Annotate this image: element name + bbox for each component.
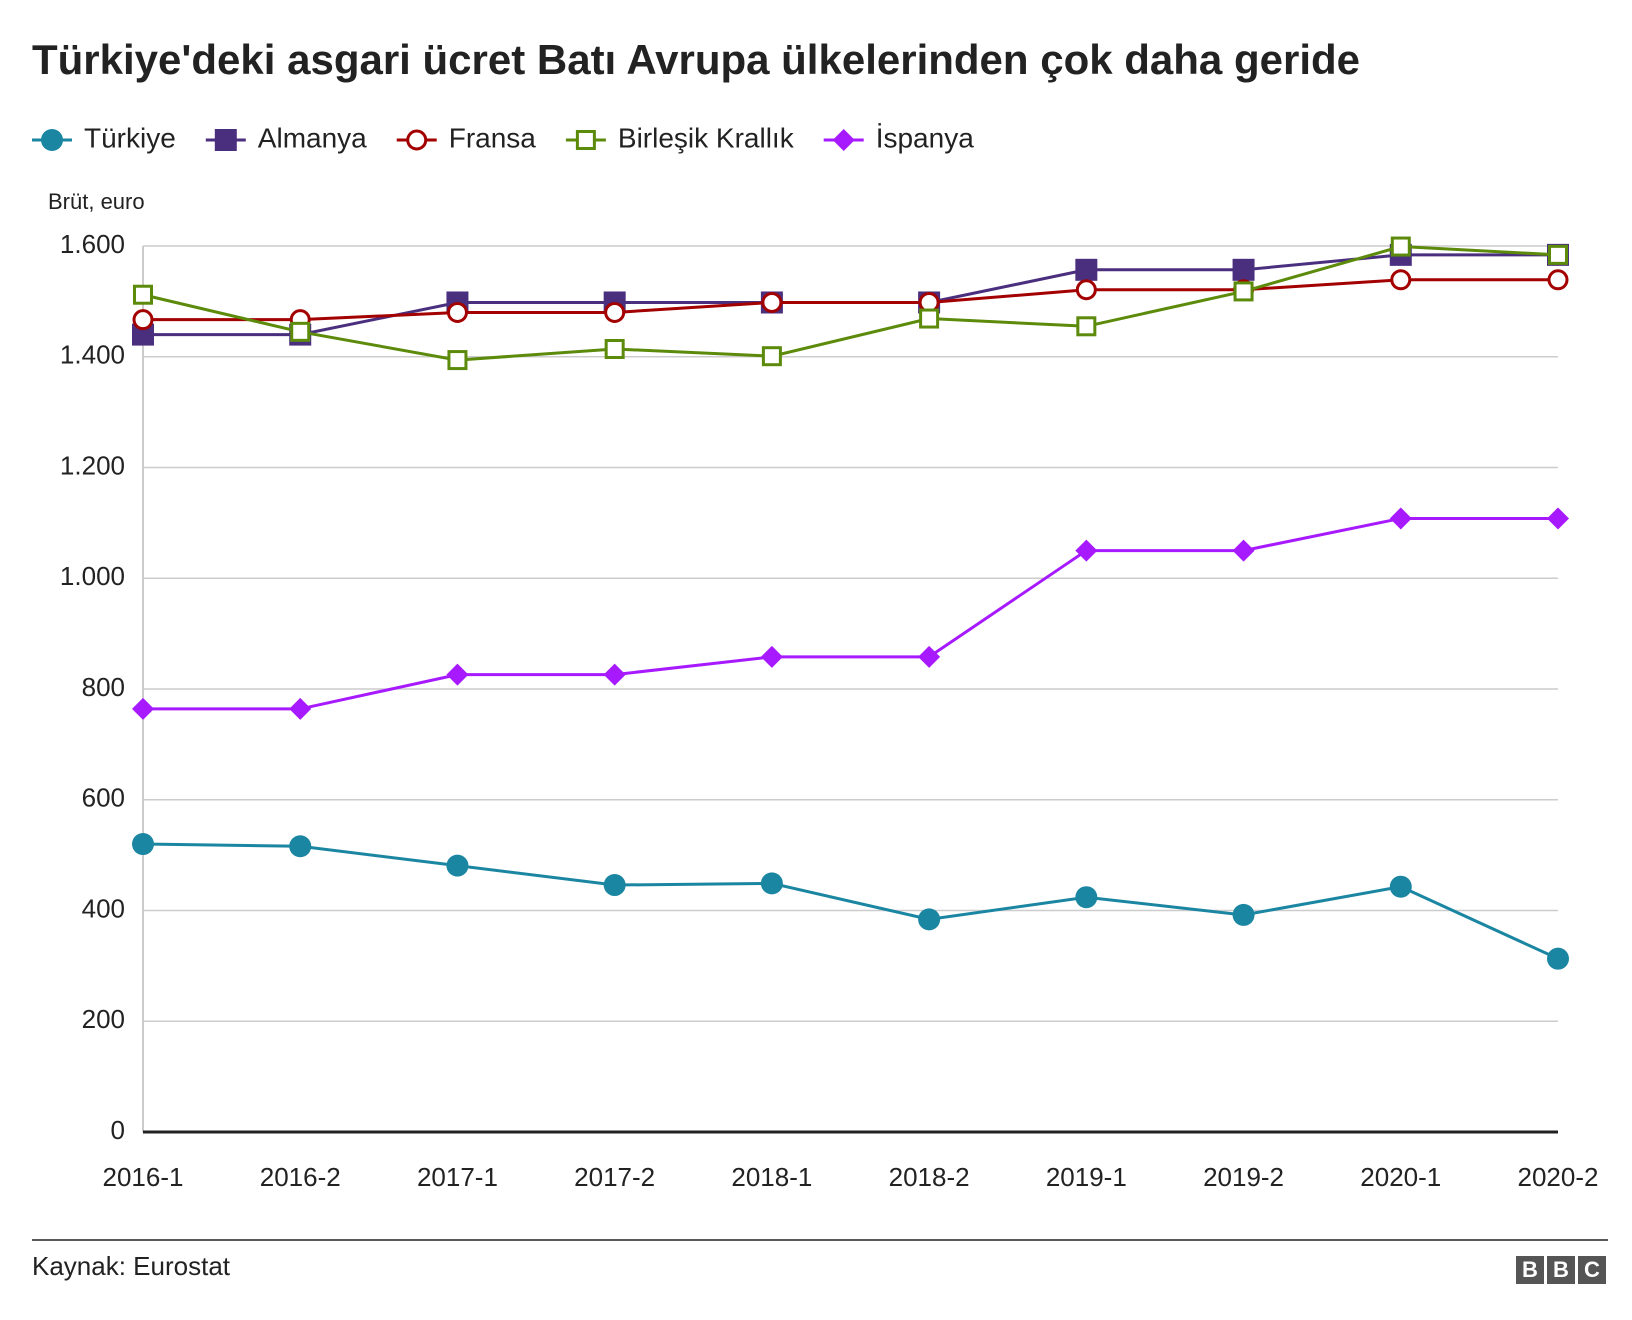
x-tick-label: 2016-1: [103, 1162, 184, 1192]
line: [143, 253, 1558, 337]
point: [919, 308, 940, 329]
line: [142, 245, 1559, 362]
point: [1232, 903, 1255, 926]
x-tick-label: 2018-1: [731, 1162, 812, 1192]
point: [1075, 258, 1098, 281]
logo-letter: C: [1584, 1257, 1600, 1282]
legend-label: İspanya: [876, 122, 974, 153]
point: [603, 663, 626, 686]
line: [143, 278, 1558, 322]
legend-item: Birleşik Krallık: [565, 122, 795, 153]
source: Kaynak: Eurostat: [32, 1251, 231, 1281]
point: [603, 874, 626, 897]
legend-marker: [406, 129, 428, 151]
point: [1076, 316, 1097, 337]
legend-item: Türkiye: [32, 122, 176, 153]
point: [1075, 279, 1097, 301]
point: [918, 908, 941, 931]
point: [447, 350, 468, 371]
legend-marker: [832, 129, 855, 151]
point: [1075, 539, 1098, 562]
point: [760, 645, 783, 668]
legend-label: Almanya: [258, 122, 367, 153]
logo-box: [1516, 1256, 1544, 1284]
point: [132, 697, 154, 720]
point: [604, 301, 626, 323]
x-tick-label: 2016-2: [260, 1162, 341, 1192]
series: [132, 833, 1569, 970]
legend-label: Birleşik Krallık: [618, 122, 795, 153]
point: [1548, 244, 1568, 265]
point: [446, 854, 469, 877]
point: [132, 323, 154, 346]
legend-marker: [214, 129, 237, 151]
x-tick-label: 2019-2: [1203, 1162, 1284, 1192]
series: [132, 507, 1569, 720]
logo-letter: B: [1522, 1257, 1538, 1282]
line: [143, 516, 1558, 711]
legend-label: Türkiye: [84, 122, 176, 153]
legend-item: İspanya: [823, 122, 974, 153]
y-axis-label: Brüt, euro: [48, 189, 145, 214]
chart-title: Türkiye'deki asgari ücret Batı Avrupa ül…: [32, 36, 1360, 83]
point: [1233, 281, 1254, 302]
y-tick-label: 600: [82, 783, 125, 813]
point: [760, 872, 783, 895]
x-tick-label: 2020-1: [1360, 1162, 1441, 1192]
legend-marker: [575, 130, 596, 150]
x-tick-label: 2019-1: [1046, 1162, 1127, 1192]
point: [1232, 539, 1255, 562]
point: [761, 291, 783, 313]
line: [142, 842, 1559, 961]
point: [289, 697, 312, 720]
y-tick-label: 1.600: [60, 229, 125, 259]
x-tick-label: 2020-2: [1518, 1162, 1599, 1192]
logo-box: [1547, 1256, 1575, 1284]
legend-item: Almanya: [205, 122, 367, 153]
point: [918, 645, 941, 668]
logo-letter: B: [1553, 1257, 1569, 1282]
series: [133, 236, 1568, 371]
series: [132, 269, 1569, 331]
point: [1389, 507, 1412, 530]
point: [132, 309, 154, 331]
point: [604, 338, 625, 359]
point: [132, 833, 154, 856]
legend-item: Fransa: [396, 122, 537, 153]
y-tick-label: 1.200: [60, 450, 125, 480]
point: [1547, 269, 1569, 291]
point: [1390, 236, 1411, 257]
point: [1075, 886, 1098, 909]
y-tick-label: 1.000: [60, 561, 125, 591]
legend-label: Fransa: [449, 122, 537, 153]
point: [289, 835, 312, 858]
legend-marker: [41, 129, 63, 151]
y-tick-label: 400: [82, 893, 125, 923]
point: [446, 301, 468, 323]
y-tick-label: 1.400: [60, 340, 125, 370]
y-tick-label: 0: [111, 1115, 125, 1145]
point: [761, 346, 782, 367]
point: [1232, 258, 1255, 281]
point: [1547, 507, 1569, 530]
logo-box: [1578, 1256, 1606, 1284]
point: [1547, 947, 1569, 970]
point: [290, 321, 311, 342]
y-tick-label: 200: [82, 1004, 125, 1034]
point: [1389, 875, 1412, 898]
y-tick-label: 800: [82, 672, 125, 702]
point: [446, 663, 469, 686]
x-tick-label: 2017-1: [417, 1162, 498, 1192]
x-tick-label: 2018-2: [889, 1162, 970, 1192]
point: [1390, 269, 1412, 291]
point: [133, 284, 153, 305]
x-tick-label: 2017-2: [574, 1162, 655, 1192]
